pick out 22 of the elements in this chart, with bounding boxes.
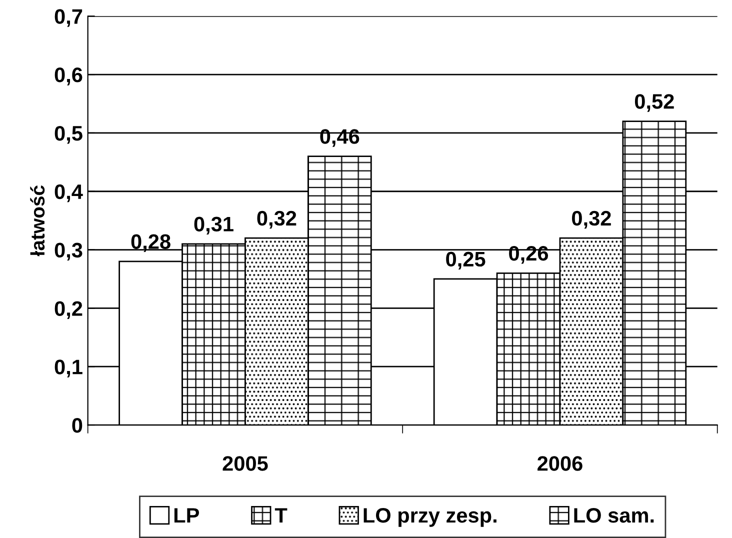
data-label: 0,52	[634, 94, 674, 112]
y-tick-label: 0,5	[54, 126, 82, 144]
data-label: 0,31	[194, 216, 234, 235]
x-tick-label: 2006	[538, 456, 582, 471]
y-tick-label: 0,3	[54, 242, 82, 261]
data-label: 0,32	[572, 210, 611, 229]
data-label: 0,32	[257, 210, 296, 229]
y-tick-label: 0,1	[54, 360, 82, 378]
legend-label: T	[274, 508, 288, 523]
data-label: 0,25	[446, 252, 486, 270]
legend-label: LP	[174, 508, 199, 523]
y-tick-label: 0,6	[54, 68, 82, 86]
legend-label: LO przy zesp.	[364, 508, 496, 527]
legend-label: LO sam.	[574, 508, 654, 523]
y-tick-label: 0,4	[54, 184, 83, 202]
data-label: 0,26	[509, 246, 548, 264]
y-tick-label: 0,2	[54, 301, 82, 319]
x-tick-label: 2005	[222, 456, 268, 471]
y-tick-label: 0	[72, 418, 82, 433]
y-tick-label: 0,7	[54, 9, 82, 27]
data-label: 0,28	[131, 234, 170, 252]
y-axis-title: łatwość	[30, 185, 45, 256]
